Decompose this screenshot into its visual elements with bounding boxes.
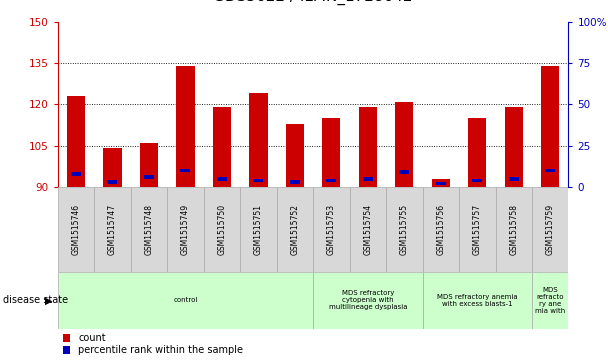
Bar	[313, 272, 423, 329]
Bar	[359, 107, 377, 187]
Bar	[386, 187, 423, 272]
Bar	[459, 187, 496, 272]
Bar	[322, 118, 340, 187]
Bar	[472, 179, 482, 182]
Bar	[167, 187, 204, 272]
Bar	[468, 118, 486, 187]
Bar	[545, 168, 555, 172]
Text: control: control	[173, 297, 198, 303]
Bar	[213, 107, 231, 187]
Text: GSM1515748: GSM1515748	[145, 204, 153, 255]
Bar	[509, 177, 519, 180]
Bar	[363, 177, 373, 180]
Text: GSM1515754: GSM1515754	[364, 204, 372, 255]
Bar	[240, 187, 277, 272]
Bar	[217, 177, 227, 180]
Bar	[326, 179, 336, 182]
Legend: count, percentile rank within the sample: count, percentile rank within the sample	[63, 333, 243, 355]
Text: GDS5622 / ILMN_1728642: GDS5622 / ILMN_1728642	[213, 0, 413, 5]
Bar	[432, 179, 450, 187]
Bar	[176, 66, 195, 187]
Text: ▶: ▶	[45, 295, 52, 305]
Bar	[71, 172, 81, 176]
Text: GSM1515759: GSM1515759	[546, 204, 554, 255]
Bar	[532, 187, 568, 272]
Bar	[94, 187, 131, 272]
Bar	[541, 66, 559, 187]
Bar	[140, 143, 158, 187]
Bar	[144, 175, 154, 179]
Text: GSM1515758: GSM1515758	[510, 204, 518, 255]
Bar	[103, 148, 122, 187]
Text: GSM1515747: GSM1515747	[108, 204, 117, 255]
Text: GSM1515746: GSM1515746	[72, 204, 80, 255]
Text: disease state: disease state	[3, 295, 68, 305]
Bar	[58, 272, 313, 329]
Text: MDS refractory anemia
with excess blasts-1: MDS refractory anemia with excess blasts…	[437, 294, 517, 307]
Bar	[436, 182, 446, 185]
Text: GSM1515751: GSM1515751	[254, 204, 263, 255]
Bar	[204, 187, 240, 272]
Bar	[286, 124, 304, 187]
Text: MDS refractory
cytopenia with
multilineage dysplasia: MDS refractory cytopenia with multilinea…	[328, 290, 407, 310]
Bar	[277, 187, 313, 272]
Text: GSM1515755: GSM1515755	[400, 204, 409, 255]
Bar	[532, 272, 568, 329]
Bar	[249, 93, 268, 187]
Bar	[423, 187, 459, 272]
Bar	[254, 179, 263, 182]
Bar	[423, 272, 532, 329]
Bar	[108, 180, 117, 184]
Text: MDS
refracto
ry ane
mia with: MDS refracto ry ane mia with	[535, 287, 565, 314]
Bar	[395, 102, 413, 187]
Bar	[58, 187, 94, 272]
Text: GSM1515756: GSM1515756	[437, 204, 445, 255]
Text: GSM1515749: GSM1515749	[181, 204, 190, 255]
Text: GSM1515753: GSM1515753	[327, 204, 336, 255]
Bar	[496, 187, 532, 272]
Bar	[131, 187, 167, 272]
Text: GSM1515750: GSM1515750	[218, 204, 226, 255]
Bar	[290, 180, 300, 184]
Text: GSM1515757: GSM1515757	[473, 204, 482, 255]
Text: GSM1515752: GSM1515752	[291, 204, 299, 255]
Bar	[505, 107, 523, 187]
Bar	[399, 170, 409, 174]
Bar	[313, 187, 350, 272]
Bar	[350, 187, 386, 272]
Bar	[67, 96, 85, 187]
Bar	[181, 168, 190, 172]
